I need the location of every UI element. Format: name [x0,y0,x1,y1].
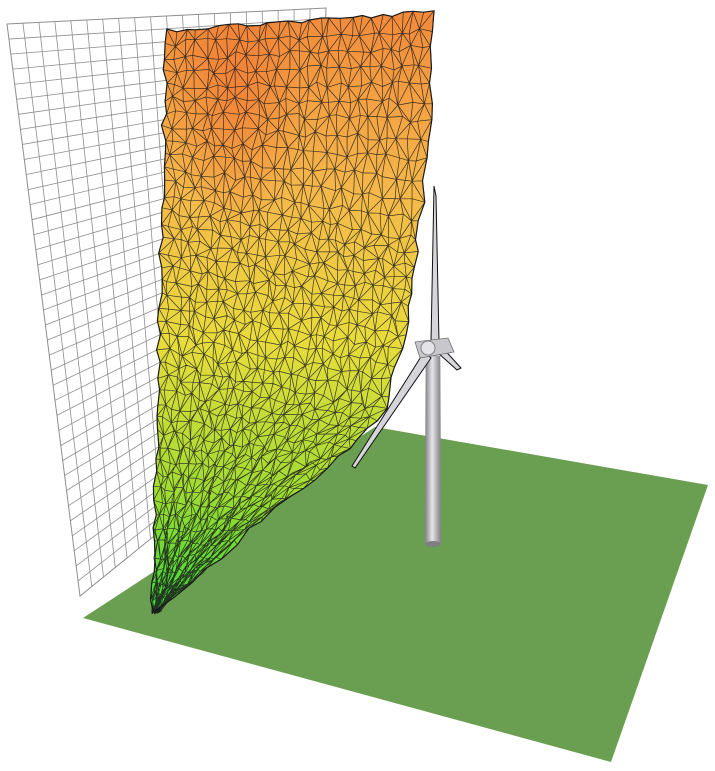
wind-turbine-icon [351,185,462,547]
wind-field-mesh-icon [149,10,435,615]
ground-plane-icon [83,427,708,762]
